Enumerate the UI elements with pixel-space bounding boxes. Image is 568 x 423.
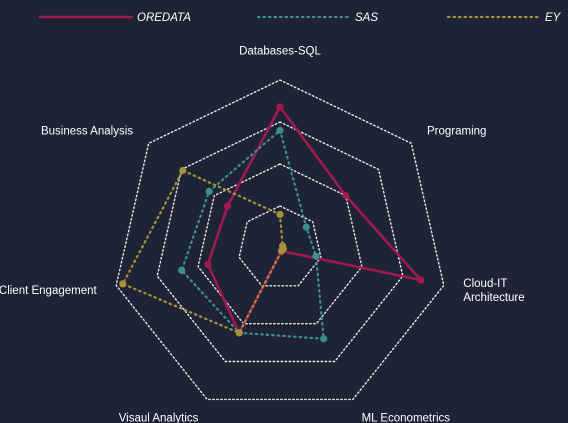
axis-label-ml-econometrics: ML Econometrics xyxy=(362,412,451,423)
point-oredata-databases-sql xyxy=(276,103,284,111)
point-oredata-client-engagement xyxy=(204,260,212,268)
axis-label-business-analysis: Business Analysis xyxy=(41,126,133,138)
grid-ring-3 xyxy=(156,121,404,363)
point-oredata-programing xyxy=(342,192,350,200)
point-ey-visaul-analytics xyxy=(235,329,243,337)
legend-label-sas: SAS xyxy=(355,12,378,24)
series-line-sas xyxy=(180,129,325,340)
axis-label-cloud-it-architecture-line-2: Architecture xyxy=(463,292,524,304)
axis-label-programing: Programing xyxy=(427,126,486,138)
point-sas-cloud-it-architecture xyxy=(312,252,320,260)
point-ey-databases-sql xyxy=(276,210,284,218)
axis-labels: Databases-SQL Programing Cloud-IT Architect… xyxy=(0,45,525,423)
series-layer xyxy=(119,103,425,343)
point-ey-business-analysis xyxy=(179,166,187,175)
axis-label-client-engagement: Client Engagement xyxy=(0,285,98,297)
point-sas-client-engagement xyxy=(178,266,186,274)
grid-ring-1 xyxy=(238,205,322,287)
grid-ring-4 xyxy=(115,79,445,401)
series-line-ey xyxy=(121,169,285,334)
axis-label-databases-sql: Databases-SQL xyxy=(239,45,321,57)
radar-grid xyxy=(115,79,445,401)
point-sas-business-analysis xyxy=(205,187,213,195)
point-oredata-business-analysis xyxy=(223,202,232,210)
axis-label-cloud-it-architecture-line-1: Cloud-IT xyxy=(463,278,507,290)
legend-label-oredata: OREDATA xyxy=(137,12,191,24)
point-ey-client-engagement xyxy=(119,280,127,288)
legend: OREDATA SAS EY xyxy=(38,12,562,24)
point-sas-ml-econometrics xyxy=(320,335,328,343)
grid-ring-2 xyxy=(197,163,363,325)
point-sas-programing xyxy=(302,223,310,231)
legend-label-ey: EY xyxy=(545,12,562,24)
axis-label-visaul-analytics: Visaul Analytics xyxy=(119,412,199,423)
point-sas-databases-sql xyxy=(276,126,284,134)
point-ey-ml-econometrics xyxy=(277,247,286,255)
point-oredata-cloud-it-architecture xyxy=(417,276,425,284)
